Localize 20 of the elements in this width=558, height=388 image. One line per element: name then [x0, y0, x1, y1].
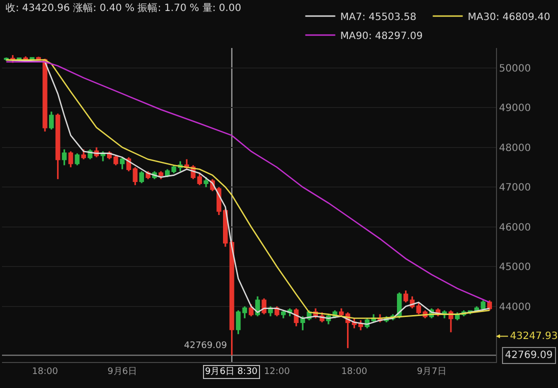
legend-label: MA7: 45503.58: [340, 12, 416, 23]
x-tick-label: 9月6日: [108, 366, 138, 377]
x-tick-label: 18:00: [341, 366, 368, 377]
y-tick-label: 47000: [499, 182, 531, 194]
chart-title: 收: 43420.96 涨幅: 0.40 % 振幅: 1.70 % 量: 0.00: [6, 2, 242, 14]
ref-line-label: 9月6日 8:30: [205, 367, 258, 377]
x-tick-label: 9月7日: [416, 366, 446, 377]
y-tick-label: 48000: [499, 142, 531, 154]
ref-line-label: 42769.09: [184, 341, 228, 351]
annotation: 43247.93: [510, 331, 558, 342]
y-tick-label: 45000: [499, 262, 531, 274]
y-tick-label: 44000: [499, 302, 531, 313]
x-tick-label: 18:00: [32, 366, 58, 377]
y-tick-label: 49000: [499, 103, 531, 114]
text: 42769.09: [505, 350, 553, 361]
legend-label: MA90: 48297.09: [340, 30, 423, 42]
y-tick-label: 46000: [499, 222, 531, 234]
x-tick-label: 12:00: [264, 366, 290, 377]
legend-label: MA30: 46809.40: [468, 12, 550, 23]
y-tick-label: 50000: [499, 63, 531, 74]
